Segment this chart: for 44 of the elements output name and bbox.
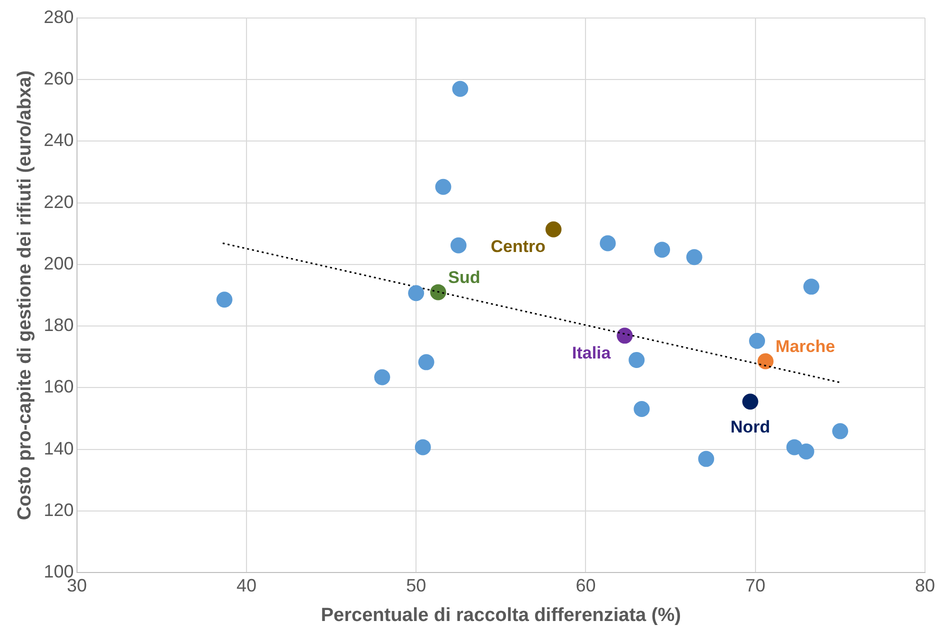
point xyxy=(408,285,424,302)
point xyxy=(628,352,645,368)
point xyxy=(832,423,848,440)
series-label: Nord xyxy=(730,417,770,436)
point xyxy=(435,178,452,195)
point xyxy=(634,400,650,417)
series-label: Marche xyxy=(776,336,836,356)
y-tick-label: 140 xyxy=(44,438,74,458)
point xyxy=(654,242,670,258)
point xyxy=(742,394,758,410)
y-tick-label: 260 xyxy=(44,68,74,89)
point xyxy=(758,353,774,370)
series-label: Centro xyxy=(490,237,546,256)
point xyxy=(374,369,390,386)
x-tick-label: 80 xyxy=(914,575,936,596)
point xyxy=(600,235,616,252)
y-tick-label: 200 xyxy=(44,253,74,274)
point xyxy=(450,237,467,254)
point xyxy=(616,328,633,344)
point xyxy=(749,332,766,349)
x-axis-title: Percentuale di raccolta differenziata (%) xyxy=(320,604,681,626)
point xyxy=(418,354,434,370)
point xyxy=(430,284,446,300)
x-tick-label: 50 xyxy=(406,575,426,596)
point xyxy=(414,439,431,456)
x-tick-label: 40 xyxy=(236,575,256,596)
point xyxy=(545,221,562,238)
y-tick-label: 120 xyxy=(44,500,74,520)
x-tick-label: 60 xyxy=(576,575,596,596)
point xyxy=(798,444,814,460)
point xyxy=(803,278,820,295)
series-label: Italia xyxy=(572,343,612,362)
y-axis-title: Costo pro-capite di gestione dei rifiuti (euro/abxa) xyxy=(14,70,36,520)
y-tick-label: 280 xyxy=(44,6,74,27)
x-tick-label: 70 xyxy=(745,575,766,596)
series-label: Sud xyxy=(448,268,480,287)
y-tick-label: 240 xyxy=(44,130,74,150)
point xyxy=(698,450,714,467)
point xyxy=(216,292,232,308)
y-tick-label: 160 xyxy=(44,376,74,397)
point xyxy=(452,80,468,97)
point xyxy=(686,249,702,266)
y-tick-label: 180 xyxy=(44,315,74,336)
y-tick-label: 220 xyxy=(44,192,74,212)
